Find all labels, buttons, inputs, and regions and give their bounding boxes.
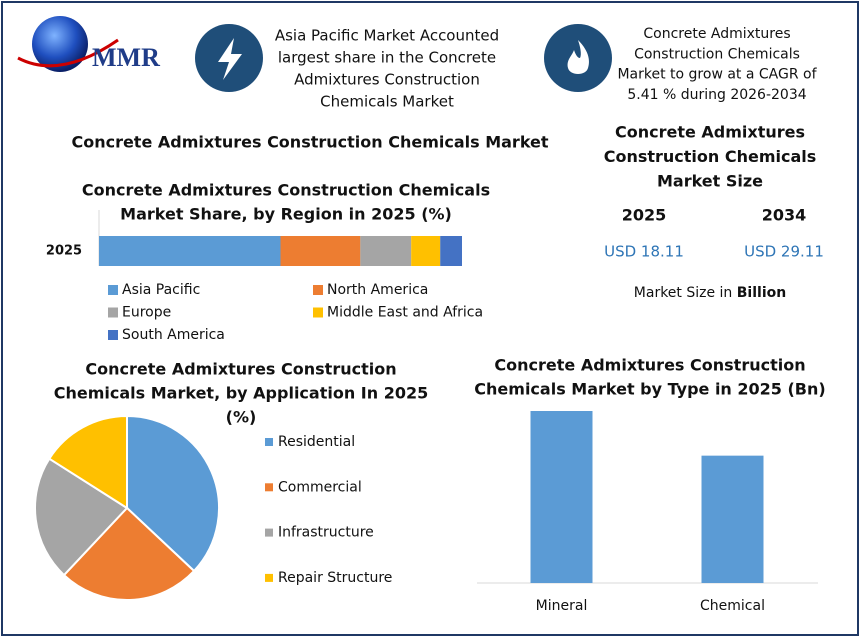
market-size-title: Construction Chemicals [604,147,817,166]
legend-label: Middle East and Africa [327,305,483,321]
legend-marker [265,528,273,537]
legend-label: South America [122,327,225,343]
fact-text: Asia Pacific Market Accounted [275,27,499,45]
legend-marker [313,285,323,295]
legend-label: Infrastructure [278,525,374,541]
market-size-title: Market Size [657,172,763,191]
market-note: Market Size in Billion [634,285,786,301]
fact-text: Construction Chemicals [634,46,800,62]
legend-label: Repair Structure [278,570,392,586]
bar [530,411,593,583]
market-size-title: Concrete Admixtures [615,123,805,142]
bolt [218,38,242,80]
legend-label: Asia Pacific [122,282,200,298]
fact-text: 5.41 % during 2026-2034 [627,87,806,103]
note-text: Market Size in [634,285,737,301]
chart-title: Chemicals Market by Type in 2025 (Bn) [474,380,825,399]
logo-text: MMR [92,43,160,72]
pie-slice [62,506,196,601]
x-tick-label: Mineral [536,598,588,614]
chart-title: Concrete Admixtures Construction Chemica… [82,181,490,200]
bar-segment [411,236,441,266]
note-unit: Billion [737,285,786,301]
legend-label: Commercial [278,479,362,495]
legend-marker [265,573,273,582]
legend-marker [265,483,273,492]
legend-marker [108,285,118,295]
bar-segment [360,236,412,266]
legend-label: Europe [122,305,171,321]
legend-marker [265,438,273,446]
legend-label: Residential [278,434,355,450]
fact-text: Concrete Admixtures [643,26,790,42]
legend-label: North America [327,282,428,298]
pie-slice [47,414,128,510]
chart-title: Market Share, by Region in 2025 (%) [120,205,452,224]
chart-title: Concrete Admixtures Construction [494,356,805,375]
x-tick-label: Chemical [700,598,765,614]
fact-text: Chemicals Market [320,93,454,111]
fact-text: largest share in the Concrete [278,49,496,67]
bar-segment [440,236,462,266]
fact-text: Admixtures Construction [294,71,480,89]
market-value: USD 29.11 [744,243,824,261]
pie-slice [126,414,220,573]
market-value: USD 18.11 [604,243,684,261]
flame [567,40,589,74]
page-title: Concrete Admixtures Construction Chemica… [71,133,548,152]
pie-slice [34,457,129,577]
legend-marker [313,307,323,318]
category-label: 2025 [46,244,82,259]
bar-segment [99,236,281,266]
legend-marker [108,307,118,318]
chart-title: Chemicals Market, by Application In 2025 [54,384,429,403]
logo-swoosh [17,38,119,68]
bar [701,455,764,583]
logo-globe [32,16,88,72]
bar-segment [280,236,361,266]
chart-title: Concrete Admixtures Construction [85,360,396,379]
fact-text: Market to grow at a CAGR of [617,67,817,83]
year: 2025 [622,206,667,225]
legend-marker [108,330,118,340]
chart-title: (%) [226,408,257,427]
year: 2034 [762,206,807,225]
